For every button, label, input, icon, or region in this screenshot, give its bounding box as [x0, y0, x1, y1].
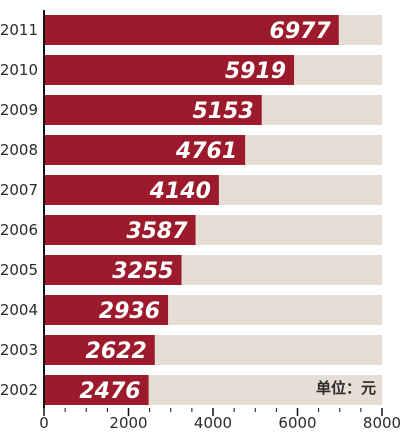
x-tick-label-2000: 2000: [109, 414, 147, 432]
value-label-2003: 2622: [86, 339, 147, 364]
value-label-2006: 3587: [126, 219, 188, 244]
value-label-2011: 6977: [270, 19, 332, 44]
category-label-2006: 2006: [0, 221, 38, 239]
bar-2007: [44, 175, 219, 205]
value-label-2004: 2936: [99, 299, 160, 324]
value-label-2010: 5919: [225, 59, 286, 84]
x-tick-label-6000: 6000: [278, 414, 316, 432]
bar-2005: [44, 255, 182, 285]
bar-2008: [44, 135, 246, 165]
bar-2009: [44, 95, 262, 125]
value-label-2005: 3255: [112, 259, 173, 284]
value-label-2007: 4140: [149, 179, 211, 204]
x-tick-label-4000: 4000: [194, 414, 232, 432]
x-tick-label-8000: 8000: [363, 414, 400, 432]
value-label-2009: 5153: [192, 99, 253, 124]
value-label-2008: 4761: [175, 139, 237, 164]
bar-2004: [44, 295, 169, 325]
category-label-2009: 2009: [0, 101, 38, 119]
category-label-2004: 2004: [0, 301, 38, 319]
category-label-2007: 2007: [0, 181, 38, 199]
bar-2002: [44, 375, 149, 405]
category-label-2002: 2002: [0, 381, 38, 399]
category-label-2010: 2010: [0, 61, 38, 79]
bar-2011: [44, 15, 339, 45]
value-label-2002: 2476: [79, 379, 140, 404]
category-label-2003: 2003: [0, 341, 38, 359]
bar-2003: [44, 335, 155, 365]
bar-2010: [44, 55, 295, 85]
category-label-2011: 2011: [0, 21, 38, 39]
category-label-2005: 2005: [0, 261, 38, 279]
unit-label: 单位：元: [316, 379, 376, 397]
bar-2006: [44, 215, 196, 245]
category-label-2008: 2008: [0, 141, 38, 159]
x-tick-label-0: 0: [39, 414, 49, 432]
